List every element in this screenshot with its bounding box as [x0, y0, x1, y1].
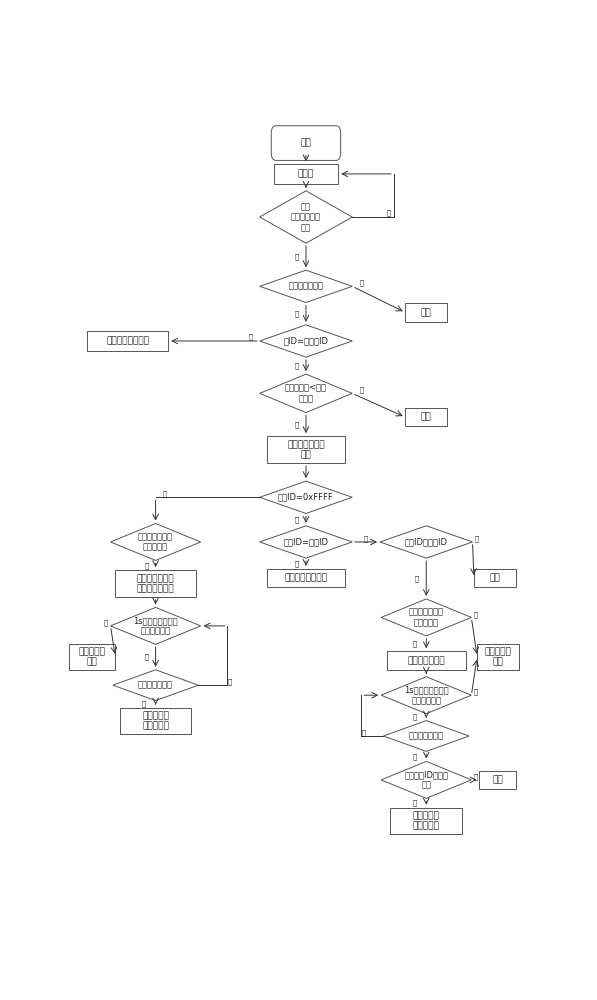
Polygon shape [110, 523, 201, 560]
Text: 查询
数据是否接收
完毕: 查询 数据是否接收 完毕 [291, 202, 321, 232]
Polygon shape [260, 374, 352, 413]
Bar [267, 436, 345, 463]
Text: 否: 否 [144, 562, 149, 569]
FancyBboxPatch shape [271, 126, 341, 160]
Text: 随机延时时间到: 随机延时时间到 [138, 681, 173, 690]
Polygon shape [110, 607, 201, 644]
Bar [390, 808, 462, 834]
Polygon shape [113, 670, 198, 701]
Text: 1s内是否收到对应
主中继的数据: 1s内是否收到对应 主中继的数据 [404, 685, 448, 705]
Text: 是: 是 [474, 689, 478, 695]
Text: 将缓存中数
据中继出去: 将缓存中数 据中继出去 [413, 811, 440, 830]
Text: 将缓存中数
据中继出去: 将缓存中数 据中继出去 [142, 711, 169, 730]
Text: 否: 否 [248, 334, 253, 340]
Text: 目的ID=0xFFFF: 目的ID=0xFFFF [278, 493, 334, 502]
Text: 目的ID=本地ID: 目的ID=本地ID [284, 537, 328, 546]
Text: 否: 否 [362, 730, 366, 736]
Text: 是: 是 [294, 362, 299, 369]
Text: 校验码是否正确: 校验码是否正确 [288, 282, 324, 291]
Polygon shape [381, 677, 472, 714]
Bar [479, 771, 516, 789]
Text: 否: 否 [227, 679, 232, 685]
Bar [120, 708, 192, 734]
Bar [477, 644, 519, 670]
Polygon shape [381, 761, 472, 798]
Text: 是: 是 [413, 753, 417, 760]
Text: 将数据送入缓存
并交于底板处理: 将数据送入缓存 并交于底板处理 [137, 574, 174, 593]
Bar [405, 408, 447, 426]
Polygon shape [260, 191, 352, 243]
Text: 是: 是 [163, 490, 167, 497]
Text: 是: 是 [294, 560, 299, 567]
Text: 否: 否 [387, 210, 392, 216]
Polygon shape [381, 599, 472, 636]
Text: 丢弃缓存中
数据: 丢弃缓存中 数据 [485, 647, 512, 666]
Text: 是: 是 [104, 620, 108, 626]
Text: 初始化: 初始化 [298, 169, 314, 178]
Text: 丢弃: 丢弃 [421, 308, 432, 317]
Text: 丢弃缓存中
数据: 丢弃缓存中 数据 [79, 647, 106, 666]
Text: 丢弃: 丢弃 [421, 413, 432, 422]
Bar [69, 644, 115, 670]
Text: 否: 否 [413, 800, 417, 806]
Bar [273, 164, 338, 184]
Text: 是: 是 [294, 253, 299, 260]
Text: 否: 否 [413, 640, 417, 647]
Polygon shape [260, 270, 352, 302]
Text: 将数据送底版处理: 将数据送底版处理 [284, 574, 328, 583]
Bar [474, 569, 516, 587]
Text: 否: 否 [413, 714, 417, 720]
Text: 目的ID＞本地ID: 目的ID＞本地ID [405, 537, 448, 546]
Text: 更新本地下行时
间戳: 更新本地下行时 间戳 [287, 440, 325, 459]
Bar [405, 303, 447, 322]
Text: 否: 否 [359, 279, 364, 286]
Text: 是: 是 [415, 575, 419, 582]
Text: 是: 是 [474, 774, 478, 780]
Polygon shape [260, 325, 352, 357]
Text: 开始: 开始 [300, 139, 312, 148]
Text: 否: 否 [294, 516, 299, 523]
Text: 源ID=集中器ID: 源ID=集中器ID [284, 336, 328, 345]
Bar [115, 570, 196, 597]
Text: 丢弃: 丢弃 [490, 574, 500, 583]
Text: 是: 是 [294, 310, 299, 317]
Text: 将数据送入缓存: 将数据送入缓存 [407, 656, 445, 665]
Text: 上行通信处理流程: 上行通信处理流程 [106, 336, 149, 345]
Text: 随机延时时间到: 随机延时时间到 [409, 732, 444, 740]
Polygon shape [260, 526, 352, 558]
Bar [87, 331, 168, 351]
Text: 是: 是 [474, 611, 478, 618]
Text: 否: 否 [364, 536, 368, 542]
Text: 是否是对应主中
继的数据包: 是否是对应主中 继的数据包 [138, 532, 173, 552]
Text: 否: 否 [144, 654, 149, 660]
Bar [267, 569, 345, 587]
Polygon shape [383, 721, 469, 751]
Polygon shape [380, 526, 473, 558]
Text: 否: 否 [294, 421, 299, 428]
Text: 是: 是 [142, 701, 146, 707]
Text: 是否是对应主中
继的数据包: 是否是对应主中 继的数据包 [409, 608, 444, 627]
Text: 否: 否 [475, 536, 479, 542]
Bar [387, 651, 466, 670]
Text: 收到目的ID的回复
信息: 收到目的ID的回复 信息 [404, 770, 448, 790]
Text: 本地时间戳<缓中
时间戳: 本地时间戳<缓中 时间戳 [285, 384, 327, 403]
Text: 丢弃: 丢弃 [493, 775, 503, 784]
Text: 是: 是 [359, 386, 364, 393]
Polygon shape [260, 481, 352, 513]
Text: 1s内是否收到对应
主中继的数据: 1s内是否收到对应 主中继的数据 [133, 616, 178, 636]
